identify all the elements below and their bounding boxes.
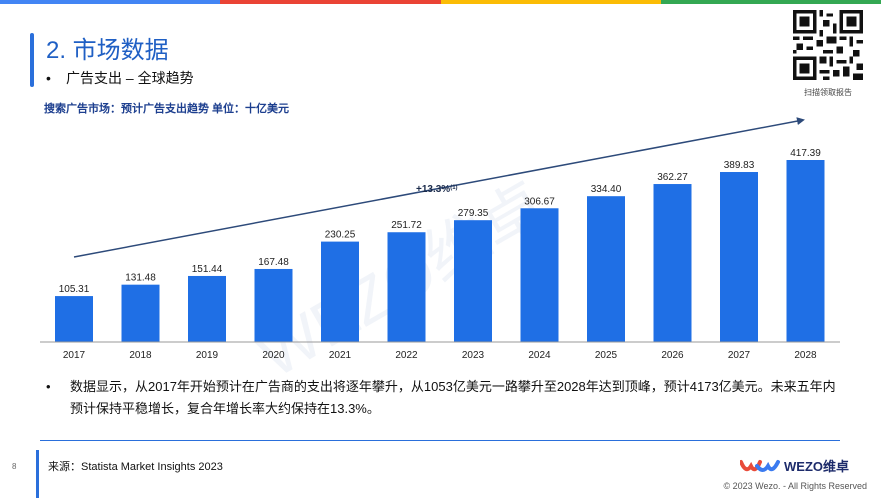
bar-chart: +13.3%(1) 105.31 131.48 151.44 167.48 230.25… [40,117,840,361]
value-label-2018: 131.48 [125,273,156,284]
bar-2028 [786,160,825,342]
x-tick-2027: 2027 [728,350,751,361]
bar-2024 [520,208,559,342]
value-label-2021: 230.25 [325,230,356,241]
bar-2018 [121,284,160,342]
title-accent-bar [30,33,34,87]
logo-text: WEZO维卓 [784,459,849,474]
bar-2019 [188,275,226,342]
cagr-footnote: (1) [450,185,457,191]
note-bullet: • [46,379,51,394]
wezo-logo-icon [740,459,780,472]
cagr-trend-arrow [73,117,805,258]
cagr-label: +13.3%(1) [416,184,458,195]
chart-subtitle: 搜索广告市场：预计广告支出趋势 单位：十亿美元 [44,103,290,115]
x-tick-2024: 2024 [528,350,551,361]
copyright-notice: © 2023 Wezo. - All Rights Reserved [723,481,867,491]
x-tick-2026: 2026 [661,350,684,361]
page-title: 2. 市场数据 [46,37,169,64]
cagr-value: +13.3% [416,184,450,195]
value-label-2020: 167.48 [258,257,289,268]
top-color-strip [0,0,881,4]
value-label-2022: 251.72 [391,220,422,231]
strip-yellow [440,0,661,4]
value-label-2017: 105.31 [59,284,90,295]
strip-blue [0,0,221,4]
x-tick-2022: 2022 [395,350,418,361]
bar-2025 [587,196,625,342]
brand-logo: WEZO维卓 [740,456,849,475]
bullet-heading: 广告支出 – 全球趋势 [66,70,194,86]
x-tick-2025: 2025 [595,350,618,361]
bar-2021 [321,241,359,342]
value-label-2025: 334.40 [591,184,622,195]
value-label-2028: 417.39 [790,148,821,159]
value-label-2026: 362.27 [657,172,688,183]
footer-accent-bar [36,450,39,498]
section-bullet: • 广告支出 – 全球趋势 [46,68,194,88]
value-label-2019: 151.44 [192,264,223,275]
x-tick-2019: 2019 [196,350,219,361]
x-axis-labels: 2017 2018 2019 2020 2021 2022 2023 2024 2025 2026… [63,350,817,361]
bar-2027 [720,172,758,342]
source-citation: 来源：Statista Market Insights 2023 [48,461,223,473]
x-tick-2028: 2028 [794,350,817,361]
x-tick-2021: 2021 [329,350,352,361]
x-tick-2017: 2017 [63,350,86,361]
bar-2017 [55,296,93,342]
value-label-2023: 279.35 [458,208,489,219]
note-text: 数据显示，从2017年开始预计在广告商的支出将逐年攀升，从1053亿美元一路攀升… [70,379,836,416]
bullet-mark: • [46,70,51,86]
bar-2020 [254,268,293,342]
qr-caption: 扫描领取报告 [804,88,852,97]
strip-green [660,0,881,4]
value-label-2027: 389.83 [724,160,755,171]
bar-2026 [653,184,692,342]
value-label-2024: 306.67 [524,196,555,207]
bar-2023 [454,220,492,342]
page-number: 8 [12,462,17,471]
x-tick-2020: 2020 [262,350,285,361]
x-tick-2023: 2023 [462,350,485,361]
bar-2022 [387,232,426,342]
qr-code-icon[interactable] [793,10,863,80]
bars-group: 105.31 131.48 151.44 167.48 230.25 251.72 279.… [55,148,825,342]
footer-divider [40,440,840,441]
strip-red [220,0,441,4]
summary-note: • 数据显示，从2017年开始预计在广告商的支出将逐年攀升，从1053亿美元一路… [46,376,846,420]
x-tick-2018: 2018 [129,350,152,361]
